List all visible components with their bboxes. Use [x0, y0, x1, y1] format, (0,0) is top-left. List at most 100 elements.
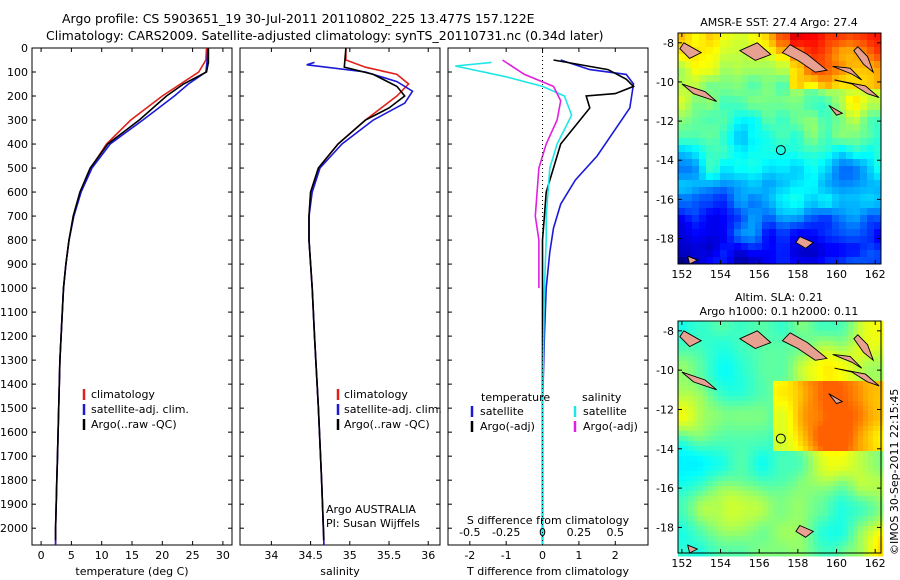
sla-frame: [677, 320, 882, 554]
salinity-credit-line1: Argo AUSTRALIA: [326, 503, 416, 516]
figure-title-line2: Climatology: CARS2009. Satellite-adjuste…: [46, 28, 604, 43]
depth-tick-label: 1100: [0, 306, 28, 319]
temperature-x-tick-label: 15: [125, 549, 139, 562]
sst-lat-tick-label: -14: [656, 154, 674, 167]
island-shape: [834, 79, 880, 99]
difference-legend-label: Argo(-adj): [480, 420, 535, 433]
sst-lon-tick-label: 160: [826, 268, 847, 281]
depth-tick-label: 1300: [0, 354, 28, 367]
island-shape: [681, 83, 717, 102]
difference-series-line: [502, 59, 562, 289]
difference-x-tick-label: 2: [612, 549, 619, 562]
salinity-legend-label: Argo(..raw -QC): [344, 418, 430, 431]
sst-lat-tick-label: -12: [656, 115, 674, 128]
island-shape: [781, 332, 828, 361]
difference-legend-label: satellite: [480, 405, 524, 418]
difference-legend-title-salinity: salinity: [582, 391, 622, 404]
depth-tick-label: 500: [7, 162, 28, 175]
depth-tick-label: 700: [7, 210, 28, 223]
island-shape: [679, 330, 703, 348]
depth-tick-label: 600: [7, 186, 28, 199]
depth-tick-label: 400: [7, 138, 28, 151]
salinity-legend-label: climatology: [344, 388, 408, 401]
sla-lat-tick-label: -18: [656, 521, 674, 534]
difference-x-axis-label: T difference from climatology: [466, 565, 629, 578]
temperature-legend-label: Argo(..raw -QC): [91, 418, 177, 431]
sla-lon-tick-label: 160: [826, 557, 847, 570]
difference-s-tick-label: 0: [539, 526, 546, 539]
sst-lat-tick-label: -8: [663, 37, 674, 50]
temperature-frame: [31, 47, 233, 546]
sst-lat-tick-label: -16: [656, 193, 674, 206]
sst-lon-tick-label: 156: [749, 268, 770, 281]
difference-frame: [447, 47, 649, 546]
temperature-x-tick-label: 30: [216, 549, 230, 562]
depth-tick-label: 200: [7, 90, 28, 103]
island-shape: [832, 353, 863, 369]
sst-lon-tick-label: 162: [865, 268, 886, 281]
island-shape: [828, 393, 844, 405]
temperature-x-tick-label: 25: [186, 549, 200, 562]
salinity-x-tick-label: 34.5: [298, 549, 323, 562]
sla-islands: [679, 330, 880, 554]
sla-argo-marker: [775, 433, 786, 444]
sst-field: [678, 33, 882, 265]
difference-legend-label: satellite: [583, 405, 627, 418]
salinity-x-tick-label: 36: [421, 549, 435, 562]
map-sla: 152 154 156 158 160 162 -8 -10 -12 -14 -16 -18: [656, 320, 886, 570]
figure-title-line1: Argo profile: CS 5903651_19 30-Jul-2011 …: [62, 11, 535, 26]
depth-tick-label: 100: [7, 66, 28, 79]
depth-tick-label: 1800: [0, 474, 28, 487]
depth-tick-label: 1000: [0, 282, 28, 295]
sla-lat-tick-label: -14: [656, 443, 674, 456]
island-shape: [853, 334, 875, 362]
sla-lon-tick-label: 154: [710, 557, 731, 570]
panel-temperature: 0 5 10 15 20 25 30 temperature (deg C) climatolo…: [31, 47, 233, 578]
island-shape: [795, 236, 815, 249]
temperature-x-tick-label: 5: [68, 549, 75, 562]
island-shape: [687, 544, 699, 554]
temperature-legend-label: satellite-adj. clim.: [91, 403, 189, 416]
island-shape: [679, 42, 703, 59]
sla-lon-tick-label: 162: [865, 557, 886, 570]
depth-tick-label: 1400: [0, 378, 28, 391]
salinity-x-tick-label: 35.5: [377, 549, 402, 562]
island-shape: [738, 330, 772, 350]
sla-lon-tick-label: 158: [787, 557, 808, 570]
difference-series-line: [455, 61, 573, 545]
difference-s-tick-label: -0.25: [492, 526, 520, 539]
sla-lat-tick-label: -8: [663, 325, 674, 338]
depth-tick-label: 0: [21, 42, 28, 55]
salinity-x-tick-label: 34: [264, 549, 278, 562]
sla-lon-tick-label: 156: [749, 557, 770, 570]
sst-lat-tick-label: -10: [656, 76, 674, 89]
sla-map-title-line1: Altim. SLA: 0.21: [735, 291, 823, 304]
sst-map-title: AMSR-E SST: 27.4 Argo: 27.4: [700, 16, 858, 29]
salinity-legend-label: satellite-adj. clim.: [344, 403, 442, 416]
difference-legend-label: Argo(-adj): [583, 420, 638, 433]
island-shape: [828, 105, 844, 116]
difference-s-tick-label: 0.25: [567, 526, 592, 539]
difference-s-tick-label: 0.5: [607, 526, 625, 539]
map-sst: 152 154 156 158 160 162 -8 -10 -12 -14 -16 -18: [656, 32, 886, 281]
island-shape: [834, 367, 880, 387]
temperature-x-axis-label: temperature (deg C): [75, 565, 188, 578]
sla-field: [678, 321, 884, 557]
depth-tick-label: 800: [7, 234, 28, 247]
island-shape: [832, 65, 863, 81]
island-shape: [853, 46, 875, 74]
depth-tick-label: 1200: [0, 330, 28, 343]
sla-lat-tick-label: -10: [656, 364, 674, 377]
temperature-x-tick-label: 10: [95, 549, 109, 562]
temperature-x-tick-label: 20: [155, 549, 169, 562]
depth-tick-label: 1600: [0, 426, 28, 439]
difference-x-tick-label: -2: [464, 549, 475, 562]
temperature-legend-label: climatology: [91, 388, 155, 401]
difference-s-tick-label: -0.5: [459, 526, 480, 539]
island-shape: [738, 42, 772, 61]
depth-tick-label: 1700: [0, 450, 28, 463]
sst-argo-marker: [775, 145, 786, 156]
island-shape: [681, 371, 717, 391]
salinity-frame: [239, 47, 441, 546]
